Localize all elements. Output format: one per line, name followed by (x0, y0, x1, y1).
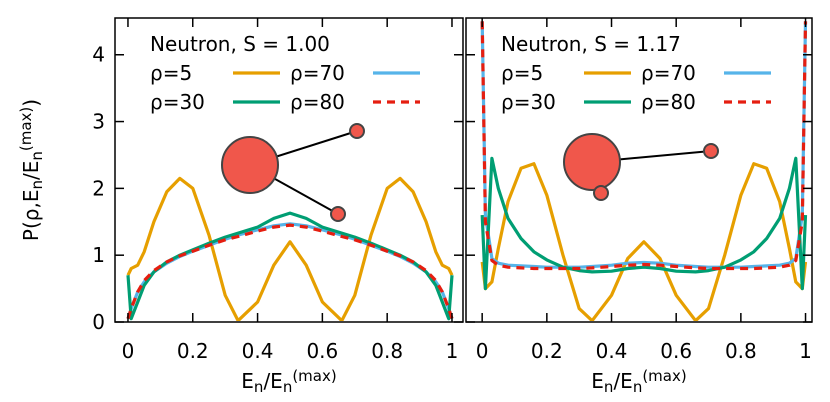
frame (465, 17, 813, 323)
panel: 0 0.2 0.4 0.6 0.8 1 Neutron, S = 1.17 ρ=5 ρ=70 ρ=… (465, 17, 813, 396)
series-line (480, 156, 808, 291)
y-tick-label: 3 (92, 110, 105, 134)
x-axis-label-part: /E (613, 369, 632, 393)
x-axis-label-part: /E (263, 369, 282, 393)
y-axis-label-part: (max) (17, 107, 35, 151)
x-axis-label-part: n (254, 378, 264, 396)
legend-label: ρ=30 (501, 90, 556, 114)
x-tick-label: 0 (122, 339, 135, 363)
x-tick-label: 1 (799, 339, 812, 363)
x-tick-label: 0.2 (531, 339, 563, 363)
y-tick-label: 0 (92, 310, 105, 334)
y-axis-label-part: n (28, 151, 46, 161)
x-axis-label-part: (max) (292, 367, 336, 385)
legend-label: ρ=80 (290, 90, 345, 114)
x-axis-label: En/En(max) (591, 367, 686, 396)
x-tick-label: 0 (476, 339, 489, 363)
plot-area (480, 21, 808, 321)
x-axis-label-part: n (604, 378, 614, 396)
legend-label: ρ=30 (150, 90, 205, 114)
y-axis-label-part: /E (19, 161, 43, 180)
legend-label: ρ=5 (150, 61, 192, 85)
y-tick-label: 1 (92, 243, 105, 267)
x-axis-label: En/En(max) (241, 367, 336, 396)
series-line (126, 223, 454, 320)
panel: 0 0.2 0.4 0.6 0.8 1 0 1 2 3 4 Neutron, S = 1.00 ρ=5 ρ… (17, 17, 464, 396)
x-tick-label: 0.2 (177, 339, 209, 363)
y-axis-label-part: n (28, 180, 46, 190)
frame (114, 17, 464, 323)
x-tick-label: 0.4 (242, 339, 274, 363)
series-line (480, 21, 808, 271)
plot-area (126, 176, 454, 321)
legend-label: ρ=70 (641, 61, 696, 85)
x-tick-label: 0.6 (660, 339, 692, 363)
series-line (126, 211, 454, 321)
x-axis-label-part: n (633, 378, 643, 396)
x-axis-label-part: n (283, 378, 293, 396)
x-axis-label-part: E (591, 369, 604, 393)
x-tick-label: 0.8 (371, 339, 403, 363)
x-tick-label: 0.6 (306, 339, 338, 363)
decoration (221, 123, 719, 222)
chart-title: Neutron, S = 1.17 (501, 32, 681, 56)
legend-label: ρ=5 (501, 61, 543, 85)
x-axis-label-part: (max) (642, 367, 686, 385)
x-tick-label: 0.8 (725, 339, 757, 363)
y-axis-label-part: P(ρ,E (19, 190, 43, 242)
x-tick-label: 0.4 (596, 339, 628, 363)
series-line (126, 222, 454, 320)
series-line (126, 176, 454, 321)
series-line (480, 162, 808, 321)
x-axis-label-part: E (241, 369, 254, 393)
y-axis-label-part: ) (19, 99, 43, 107)
series-line (480, 21, 808, 269)
y-axis-label: P(ρ,En/En(max)) (17, 99, 46, 241)
y-tick-label: 4 (92, 43, 105, 67)
x-tick-label: 1 (446, 339, 459, 363)
legend-label: ρ=70 (290, 61, 345, 85)
y-tick-label: 2 (92, 176, 105, 200)
legend-label: ρ=80 (641, 90, 696, 114)
chart-title: Neutron, S = 1.00 (150, 32, 330, 56)
